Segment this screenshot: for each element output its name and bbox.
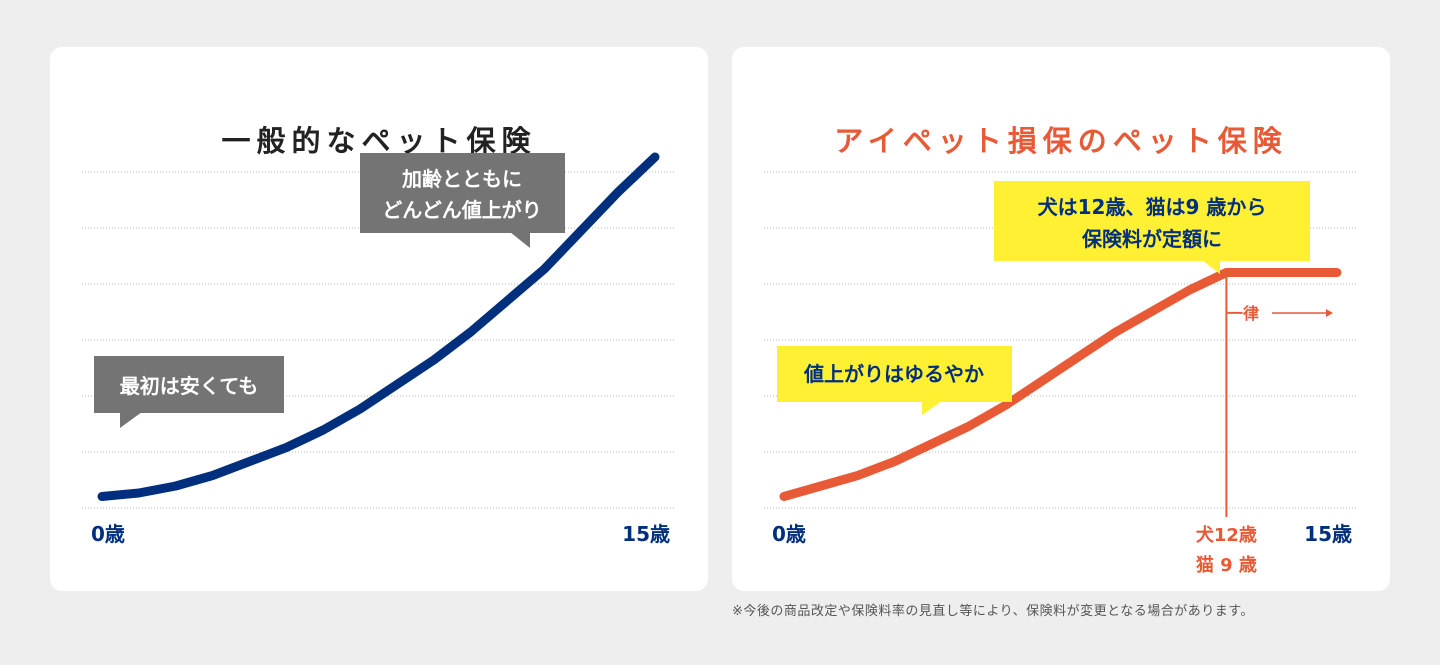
x-tick-end: 15歳 (622, 522, 670, 546)
bubble-rising-with-age: 加齢とともに どんどん値上がり (360, 153, 565, 248)
ipet-premium-line (779, 268, 1342, 501)
bubble-gradual-rise-text: 値上がりはゆるやか (803, 362, 984, 386)
bubble-flat-rate: 犬は12歳、猫は9 歳から 保険料が定額に (994, 181, 1310, 274)
general-premium-line (97, 152, 660, 501)
bubble-gradual-rise: 値上がりはゆるやか (777, 346, 1012, 415)
x-tick-start: 0歳 (772, 522, 806, 546)
bubble-cheap-at-first: 最初は安くても (94, 356, 284, 428)
general-chart: 最初は安くても 加齢とともに どんどん値上がり 0歳 15歳 (82, 152, 676, 546)
flat-rate-label: 一律 (1227, 304, 1259, 323)
bubble-flat-rate-line-1: 犬は12歳、猫は9 歳から (1038, 195, 1267, 219)
marker-label-dog: 犬12歳 (1196, 524, 1257, 546)
x-tick-start: 0歳 (91, 522, 125, 546)
x-tick-end: 15歳 (1304, 522, 1352, 546)
bubble-cheap-at-first-text: 最初は安くても (120, 374, 258, 398)
bubble-flat-rate-line-2: 保険料が定額に (1081, 227, 1222, 251)
general-insurance-card: 一般的なペット保険 最初は安くても 加齢とともに どんどん値上がり 0歳 15歳 (50, 47, 708, 591)
flat-rate-arrow: 一律 (1227, 304, 1333, 323)
ipet-insurance-card: アイペット損保のペット保険 一律 値上がりはゆるやか 犬は12歳、猫は9 歳から… (732, 47, 1390, 591)
marker-label-cat: 猫 9 歳 (1196, 554, 1257, 576)
footnote: ※今後の商品改定や保険料率の見直し等により、保険料が変更となる場合があります。 (732, 604, 1254, 619)
general-chart-title: 一般的なペット保険 (221, 124, 537, 158)
ipet-chart-title: アイペット損保のペット保険 (834, 124, 1288, 158)
bubble-rising-line-2: どんどん値上がり (382, 198, 541, 222)
bubble-rising-line-1: 加齢とともに (401, 167, 522, 191)
ipet-chart: 一律 値上がりはゆるやか 犬は12歳、猫は9 歳から 保険料が定額に 0歳 15… (764, 171, 1358, 576)
